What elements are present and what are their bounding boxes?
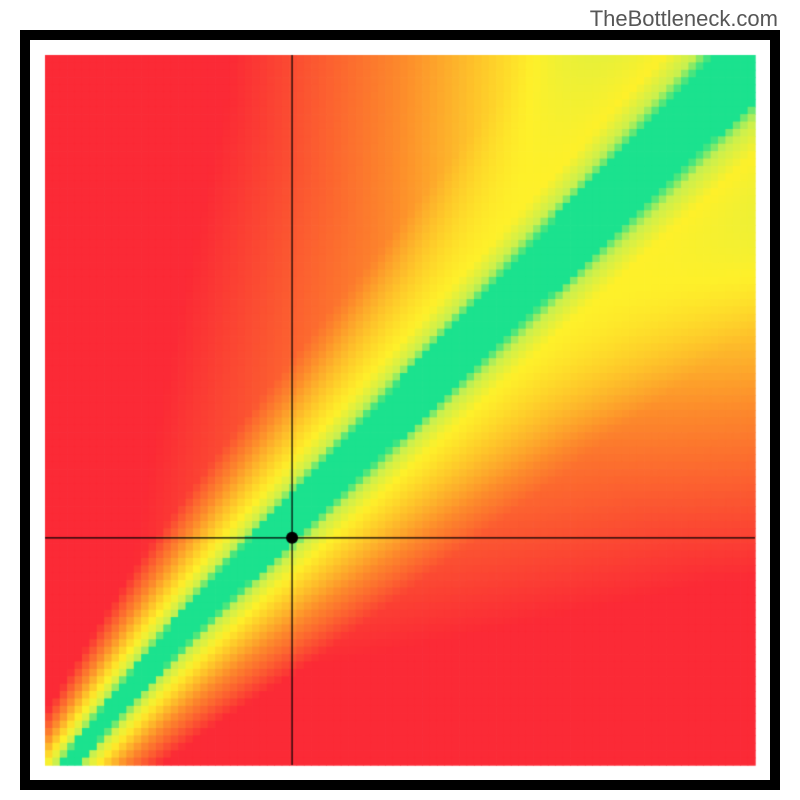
chart-outer-frame bbox=[20, 30, 780, 790]
watermark-text: TheBottleneck.com bbox=[590, 6, 778, 32]
